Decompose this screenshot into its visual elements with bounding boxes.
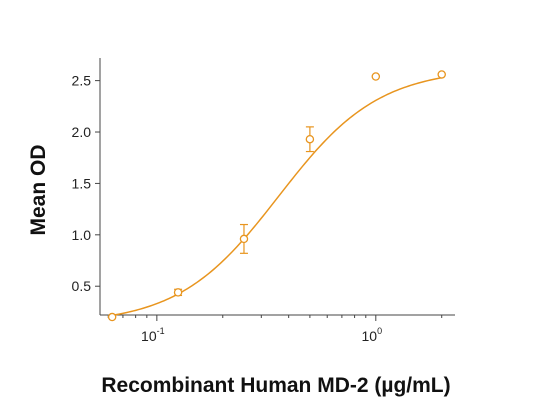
data-point-5 (437, 70, 446, 79)
data-point-0 (107, 312, 117, 322)
x-tick-label: 10-1 (141, 326, 165, 344)
x-tick-label: 100 (362, 326, 383, 344)
x-tick-base: 10 (141, 328, 157, 344)
data-point-4 (371, 72, 381, 81)
points-layer (107, 70, 446, 322)
y-tick-label: 2.0 (72, 124, 92, 140)
fit-layer (112, 77, 442, 317)
y-tick-label: 1.5 (72, 175, 92, 191)
y-tick-label: 2.5 (72, 73, 92, 89)
data-point-1 (173, 288, 183, 297)
x-tick-base: 10 (362, 328, 378, 344)
x-tick-exponent: -1 (157, 326, 165, 336)
x-tick-exponent: 0 (377, 326, 382, 336)
fit-curve-0 (112, 77, 442, 317)
x-axis-title: Recombinant Human MD-2 (µg/mL) (101, 374, 450, 397)
data-point-3 (305, 134, 315, 144)
data-point-2 (239, 234, 249, 244)
y-tick-label: 0.5 (72, 278, 92, 294)
y-tick-label: 1.0 (72, 227, 92, 243)
axes: 0.51.01.52.02.510-1 100 (72, 58, 455, 344)
y-axis-title: Mean OD (27, 144, 50, 235)
